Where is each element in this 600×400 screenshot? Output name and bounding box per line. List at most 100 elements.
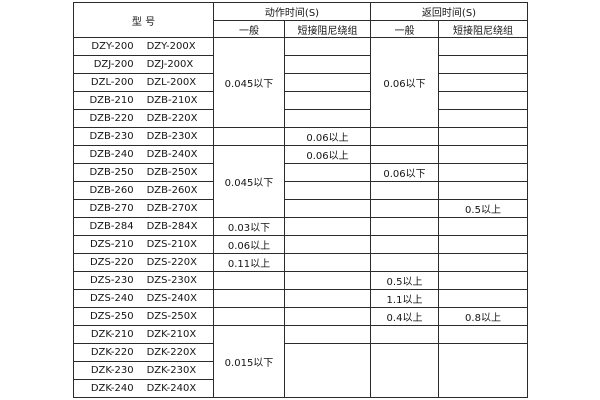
cell-action-damping (284, 289, 371, 308)
table-row: DZB-210 DZB-210X (73, 91, 528, 110)
cell-return-damping: 0.8以上 (438, 307, 528, 326)
cell-action-damping (284, 73, 371, 92)
cell-return-general (370, 181, 439, 200)
cell-action-general: 0.045以下 (213, 37, 285, 128)
cell-model: DZK-220 DZK-220X (73, 343, 214, 362)
cell-action-general (213, 307, 285, 326)
cell-return-general: 0.06以下 (370, 37, 439, 128)
cell-action-damping (284, 307, 371, 326)
cell-action-general: 0.11以上 (213, 253, 285, 272)
cell-return-damping (438, 163, 528, 182)
table-row: DZB-250 DZB-250X 0.06以下 (73, 163, 528, 182)
cell-action-damping: 0.06以上 (284, 127, 371, 146)
model-name: DZB-220 (89, 113, 134, 124)
subheader-action-general: 一般 (213, 20, 285, 38)
cell-return-damping (438, 145, 528, 164)
cell-return-damping (438, 289, 528, 308)
cell-model: DZL-200 DZL-200X (73, 73, 214, 92)
cell-model: DZB-284 DZB-284X (73, 217, 214, 236)
table-row: DZS-240 DZS-240X 1.1以上 (73, 289, 528, 308)
table-row: DZB-270 DZB-270X 0.5以上 (73, 199, 528, 218)
cell-return-damping: 0.5以上 (438, 199, 528, 218)
cell-action-damping (284, 271, 371, 290)
model-name: DZS-230 (89, 275, 134, 286)
cell-return-damping (438, 217, 528, 236)
model-name-x: DZB-210X (146, 95, 198, 106)
model-name: DZB-270 (89, 203, 134, 214)
cell-return-damping (438, 271, 528, 290)
cell-return-general (370, 199, 439, 218)
column-header-action-time: 动作时间(S) (213, 2, 371, 21)
cell-action-damping (284, 325, 371, 344)
model-name: DZS-220 (89, 257, 134, 268)
relay-spec-table: 型 号 动作时间(S) 返回时间(S) 一般 短接阻尼绕组 一般 短接阻尼绕组 … (73, 2, 528, 398)
cell-action-damping (284, 55, 371, 74)
table-row: DZJ-200 DZJ-200X (73, 55, 528, 74)
model-name: DZY-200 (91, 41, 134, 52)
cell-model: DZK-240 DZK-240X (73, 379, 214, 398)
subheader-return-damping: 短接阻尼绕组 (438, 20, 528, 38)
cell-return-damping (438, 325, 528, 344)
cell-return-damping (438, 37, 528, 56)
cell-model: DZB-240 DZB-240X (73, 145, 214, 164)
model-name: DZS-240 (89, 293, 134, 304)
model-name-x: DZK-240X (146, 383, 197, 394)
table-row: DZK-210 DZK-210X 0.015以下 (73, 325, 528, 398)
model-name-x: DZL-200X (146, 77, 197, 88)
cell-return-damping (438, 253, 528, 272)
model-name: DZB-230 (89, 131, 134, 142)
model-name: DZK-220 (90, 347, 134, 358)
cell-action-general: 0.015以下 (213, 325, 285, 398)
model-name: DZK-240 (90, 383, 134, 394)
cell-action-general (213, 271, 285, 290)
cell-return-general (370, 343, 439, 398)
table-row: DZK-220 DZK-220X (73, 343, 528, 398)
cell-action-general: 0.03以下 (213, 217, 285, 236)
cell-model: DZS-240 DZS-240X (73, 289, 214, 308)
model-name-x: DZB-284X (146, 221, 198, 232)
cell-return-damping (438, 181, 528, 200)
cell-model: DZS-220 DZS-220X (73, 253, 214, 272)
column-header-model: 型 号 (73, 2, 214, 38)
model-name-x: DZB-230X (146, 131, 198, 142)
cell-model: DZB-270 DZB-270X (73, 199, 214, 218)
model-name-x: DZS-240X (146, 293, 198, 304)
model-name: DZB-260 (89, 185, 134, 196)
cell-return-damping (438, 235, 528, 254)
cell-model: DZS-210 DZS-210X (73, 235, 214, 254)
table-row: DZS-230 DZS-230X 0.5以上 (73, 271, 528, 290)
model-name-x: DZB-220X (146, 113, 198, 124)
cell-return-general: 0.06以下 (370, 163, 439, 182)
cell-return-general (370, 217, 439, 236)
table-row: DZB-240 DZB-240X 0.045以下 0.06以上 (73, 145, 528, 218)
model-name-x: DZK-220X (146, 347, 197, 358)
model-name: DZS-250 (89, 311, 134, 322)
cell-action-damping (284, 181, 371, 200)
cell-model: DZS-250 DZS-250X (73, 307, 214, 326)
cell-return-general (370, 235, 439, 254)
subheader-return-general: 一般 (370, 20, 439, 38)
cell-return-damping (438, 343, 528, 398)
model-name-x: DZB-270X (146, 203, 198, 214)
model-name: DZK-210 (90, 329, 134, 340)
model-name-x: DZB-250X (146, 167, 198, 178)
cell-return-general (370, 145, 439, 164)
model-name: DZB-250 (89, 167, 134, 178)
column-header-return-time: 返回时间(S) (370, 2, 528, 21)
cell-action-general: 0.06以上 (213, 235, 285, 254)
model-name: DZL-200 (90, 77, 134, 88)
model-name-x: DZS-220X (146, 257, 198, 268)
model-name-x: DZY-200X (146, 41, 196, 52)
model-name: DZS-210 (89, 239, 134, 250)
table-row: DZB-260 DZB-260X (73, 181, 528, 200)
cell-model: DZB-210 DZB-210X (73, 91, 214, 110)
table-row: DZB-230 DZB-230X 0.06以上 (73, 127, 528, 146)
model-name: DZB-284 (89, 221, 134, 232)
model-name: DZB-210 (89, 95, 134, 106)
model-name-x: DZK-210X (146, 329, 197, 340)
cell-return-general: 0.4以上 (370, 307, 439, 326)
cell-model: DZB-230 DZB-230X (73, 127, 214, 146)
model-name-x: DZB-240X (146, 149, 198, 160)
subheader-action-damping: 短接阻尼绕组 (284, 20, 371, 38)
